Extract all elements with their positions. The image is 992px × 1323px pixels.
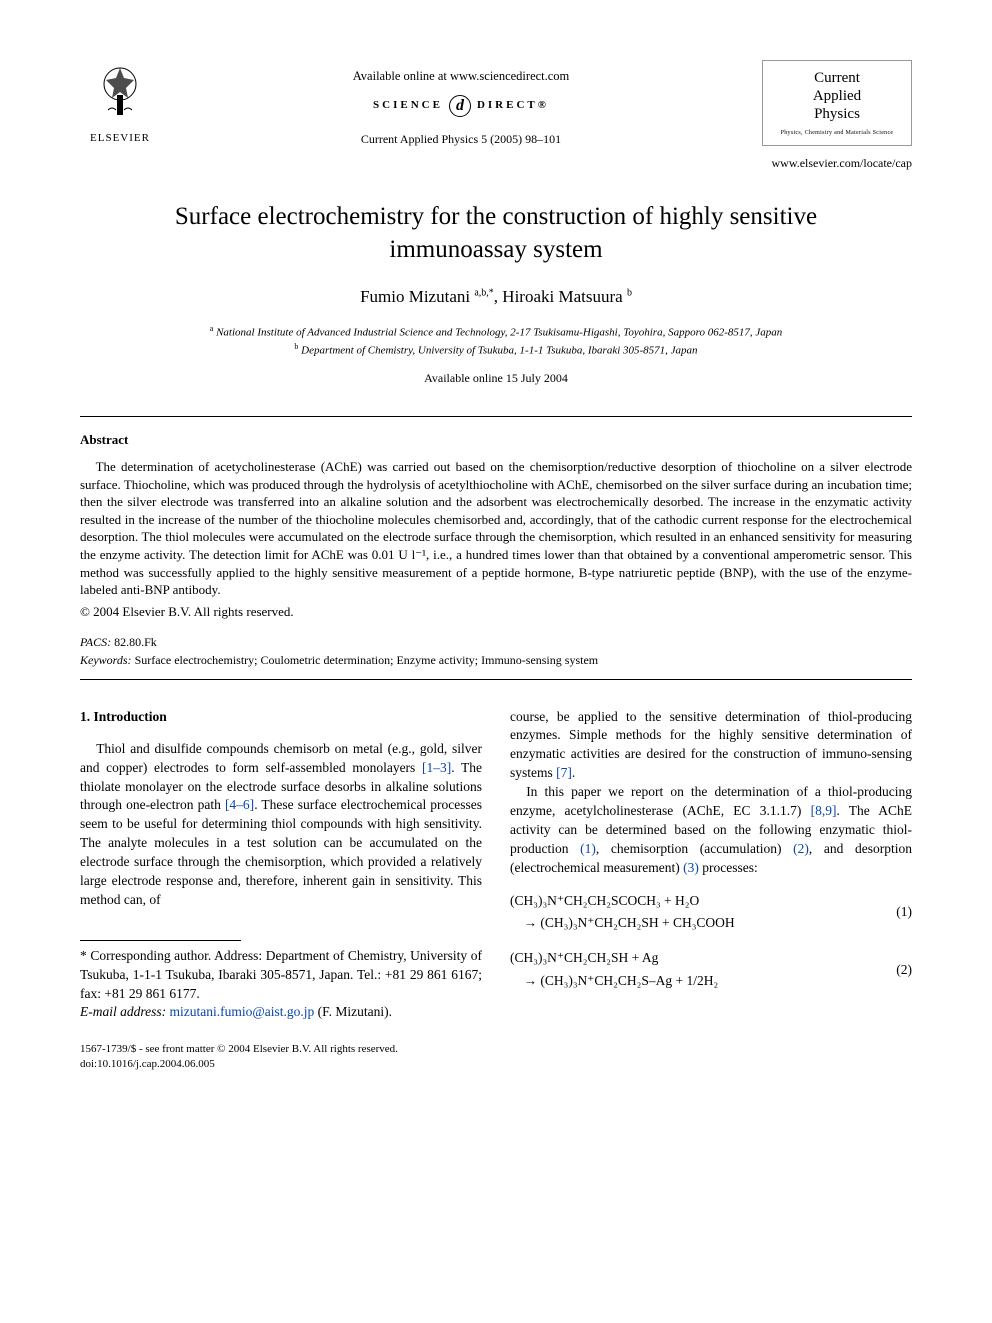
- journal-title-l3: Physics: [814, 106, 860, 122]
- journal-subtitle: Physics, Chemistry and Materials Science: [769, 129, 905, 137]
- journal-title: Current Applied Physics: [769, 69, 905, 123]
- email-label: E-mail address:: [80, 1004, 166, 1019]
- intro-heading: 1. Introduction: [80, 708, 482, 726]
- publisher-name: ELSEVIER: [80, 131, 160, 146]
- available-online-text: Available online at www.sciencedirect.co…: [160, 68, 762, 85]
- abstract-heading: Abstract: [80, 431, 912, 449]
- author-2-affil: b: [627, 288, 632, 299]
- journal-box-wrap: Current Applied Physics Physics, Chemist…: [762, 60, 912, 146]
- pacs-value: 82.80.Fk: [114, 635, 157, 649]
- intro-p2-c: , chemisorption (accumulation): [596, 841, 793, 856]
- eq2-line1: (CH₃)₃N⁺CH₂CH₂SH + Ag: [510, 950, 658, 965]
- divider-abstract-end: [80, 679, 912, 680]
- sd-text-right: DIRECT®: [477, 98, 549, 113]
- abstract-body: The determination of acetycholinesterase…: [80, 458, 912, 598]
- journal-cover-box: Current Applied Physics Physics, Chemist…: [762, 60, 912, 146]
- eq1-line1: (CH₃)₃N⁺CH₂CH₂SCOCH₃ + H₂O: [510, 893, 699, 908]
- keywords-line: Keywords: Surface electrochemistry; Coul…: [80, 652, 912, 668]
- eq1-line2: → (CH₃)₃N⁺CH₂CH₂SH + CH₃COOH: [524, 915, 735, 930]
- footer-line-1: 1567-1739/$ - see front matter © 2004 El…: [80, 1043, 398, 1055]
- affiliation-a: National Institute of Advanced Industria…: [216, 327, 782, 339]
- affiliations: a National Institute of Advanced Industr…: [80, 323, 912, 359]
- eqref-1[interactable]: (1): [580, 841, 596, 856]
- pacs-line: PACS: 82.80.Fk: [80, 634, 912, 650]
- header-center: Available online at www.sciencedirect.co…: [160, 60, 762, 147]
- copyright-line: © 2004 Elsevier B.V. All rights reserved…: [80, 603, 912, 621]
- email-link[interactable]: mizutani.fumio@aist.go.jp: [170, 1004, 315, 1019]
- available-date: Available online 15 July 2004: [80, 370, 912, 386]
- eq2-number: (2): [888, 961, 912, 979]
- locate-url[interactable]: www.elsevier.com/locate/cap: [80, 155, 912, 171]
- journal-title-l1: Current: [814, 70, 860, 86]
- equation-1: (CH₃)₃N⁺CH₂CH₂SCOCH₃ + H₂O → (CH₃)₃N⁺CH₂…: [510, 890, 912, 936]
- two-column-body: 1. Introduction Thiol and disulfide comp…: [80, 708, 912, 1071]
- right-column: course, be applied to the sensitive dete…: [510, 708, 912, 1071]
- publisher-logo: ELSEVIER: [80, 60, 160, 146]
- intro-para-1-right: course, be applied to the sensitive dete…: [510, 708, 912, 784]
- ref-link-1-3[interactable]: [1–3]: [422, 760, 451, 775]
- intro-para-1-left: Thiol and disulfide compounds chemisorb …: [80, 740, 482, 910]
- keywords-value: Surface electrochemistry; Coulometric de…: [135, 653, 599, 667]
- email-who: (F. Mizutani).: [318, 1004, 392, 1019]
- affiliation-b: Department of Chemistry, University of T…: [301, 345, 697, 357]
- intro-p2-e: processes:: [699, 860, 758, 875]
- page-header: ELSEVIER Available online at www.science…: [80, 60, 912, 147]
- intro-p1-c: . These surface electrochemical processe…: [80, 797, 482, 906]
- ref-link-8-9[interactable]: [8,9]: [811, 803, 837, 818]
- footer-info: 1567-1739/$ - see front matter © 2004 El…: [80, 1042, 482, 1071]
- elsevier-tree-icon: [90, 60, 150, 120]
- author-2: Hiroaki Matsuura: [502, 287, 622, 306]
- corr-text: * Corresponding author. Address: Departm…: [80, 948, 482, 1001]
- eq2-line2: → (CH₃)₃N⁺CH₂CH₂S–Ag + 1/2H₂: [524, 973, 719, 988]
- citation-text: Current Applied Physics 5 (2005) 98–101: [160, 131, 762, 147]
- eqref-2[interactable]: (2): [793, 841, 809, 856]
- author-1-affil: a,b,*: [474, 288, 493, 299]
- ref-link-4-6[interactable]: [4–6]: [225, 797, 254, 812]
- eq1-number: (1): [888, 903, 912, 921]
- corresponding-author-note: * Corresponding author. Address: Departm…: [80, 947, 482, 1004]
- pacs-label: PACS:: [80, 635, 111, 649]
- keywords-label: Keywords:: [80, 653, 132, 667]
- email-line: E-mail address: mizutani.fumio@aist.go.j…: [80, 1003, 482, 1022]
- footer-line-2: doi:10.1016/j.cap.2004.06.005: [80, 1058, 215, 1070]
- author-1: Fumio Mizutani: [360, 287, 470, 306]
- equation-2: (CH₃)₃N⁺CH₂CH₂SH + Ag → (CH₃)₃N⁺CH₂CH₂S–…: [510, 947, 912, 993]
- sciencedirect-logo: SCIENCE d DIRECT®: [160, 95, 762, 117]
- ref-link-7[interactable]: [7]: [556, 765, 572, 780]
- intro-para-2: In this paper we report on the determina…: [510, 783, 912, 877]
- footnote-rule: [80, 940, 241, 941]
- sd-glyph-icon: d: [449, 95, 471, 117]
- authors-line: Fumio Mizutani a,b,*, Hiroaki Matsuura b: [80, 286, 912, 309]
- divider-top: [80, 416, 912, 417]
- article-title: Surface electrochemistry for the constru…: [120, 201, 872, 266]
- intro-p1-cont-b: .: [572, 765, 575, 780]
- sd-text-left: SCIENCE: [373, 98, 443, 113]
- journal-title-l2: Applied: [813, 88, 861, 104]
- eqref-3[interactable]: (3): [683, 860, 699, 875]
- left-column: 1. Introduction Thiol and disulfide comp…: [80, 708, 482, 1071]
